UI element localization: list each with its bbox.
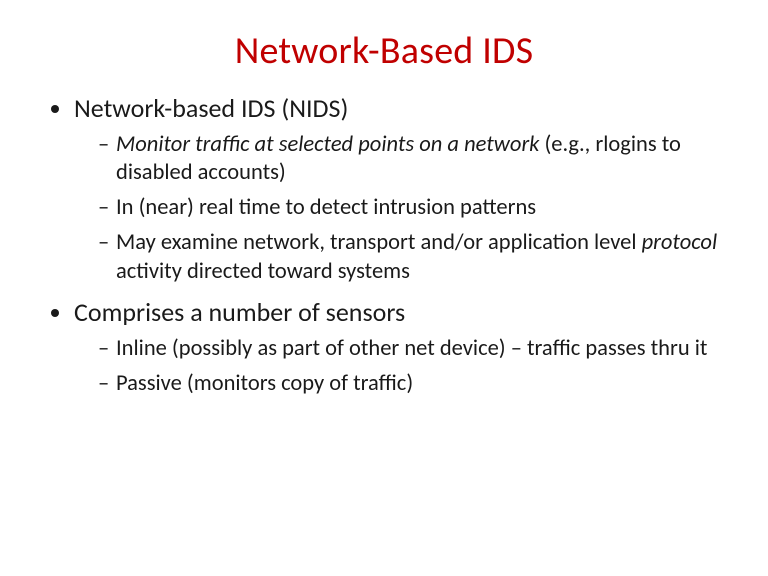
bullet-list-level1: Network-based IDS (NIDS) Monitor traffic … bbox=[46, 92, 722, 399]
text-run: protocol bbox=[642, 229, 718, 256]
bullet-level2: May examine network, transport and/or ap… bbox=[98, 229, 722, 287]
text-run: Monitor traffic at selected points on a … bbox=[116, 131, 539, 158]
slide-title: Network-Based IDS bbox=[46, 28, 722, 74]
bullet-list-level2: Inline (possibly as part of other net de… bbox=[74, 335, 722, 399]
bullet-list-level2: Monitor traffic at selected points on a … bbox=[74, 131, 722, 287]
bullet-level2: In (near) real time to detect intrusion … bbox=[98, 194, 722, 223]
text-run: activity directed toward systems bbox=[116, 258, 410, 285]
bullet-level2: Monitor traffic at selected points on a … bbox=[98, 131, 722, 189]
slide: Network-Based IDS Network-based IDS (NID… bbox=[0, 0, 768, 576]
bullet-text: Network-based IDS (NIDS) bbox=[74, 92, 348, 124]
bullet-level1: Comprises a number of sensors Inline (pos… bbox=[74, 296, 722, 398]
bullet-text: Comprises a number of sensors bbox=[74, 296, 405, 328]
text-run: May examine network, transport and/or ap… bbox=[116, 229, 642, 256]
bullet-level1: Network-based IDS (NIDS) Monitor traffic … bbox=[74, 92, 722, 286]
bullet-level2: Inline (possibly as part of other net de… bbox=[98, 335, 722, 364]
bullet-level2: Passive (monitors copy of traffic) bbox=[98, 370, 722, 399]
